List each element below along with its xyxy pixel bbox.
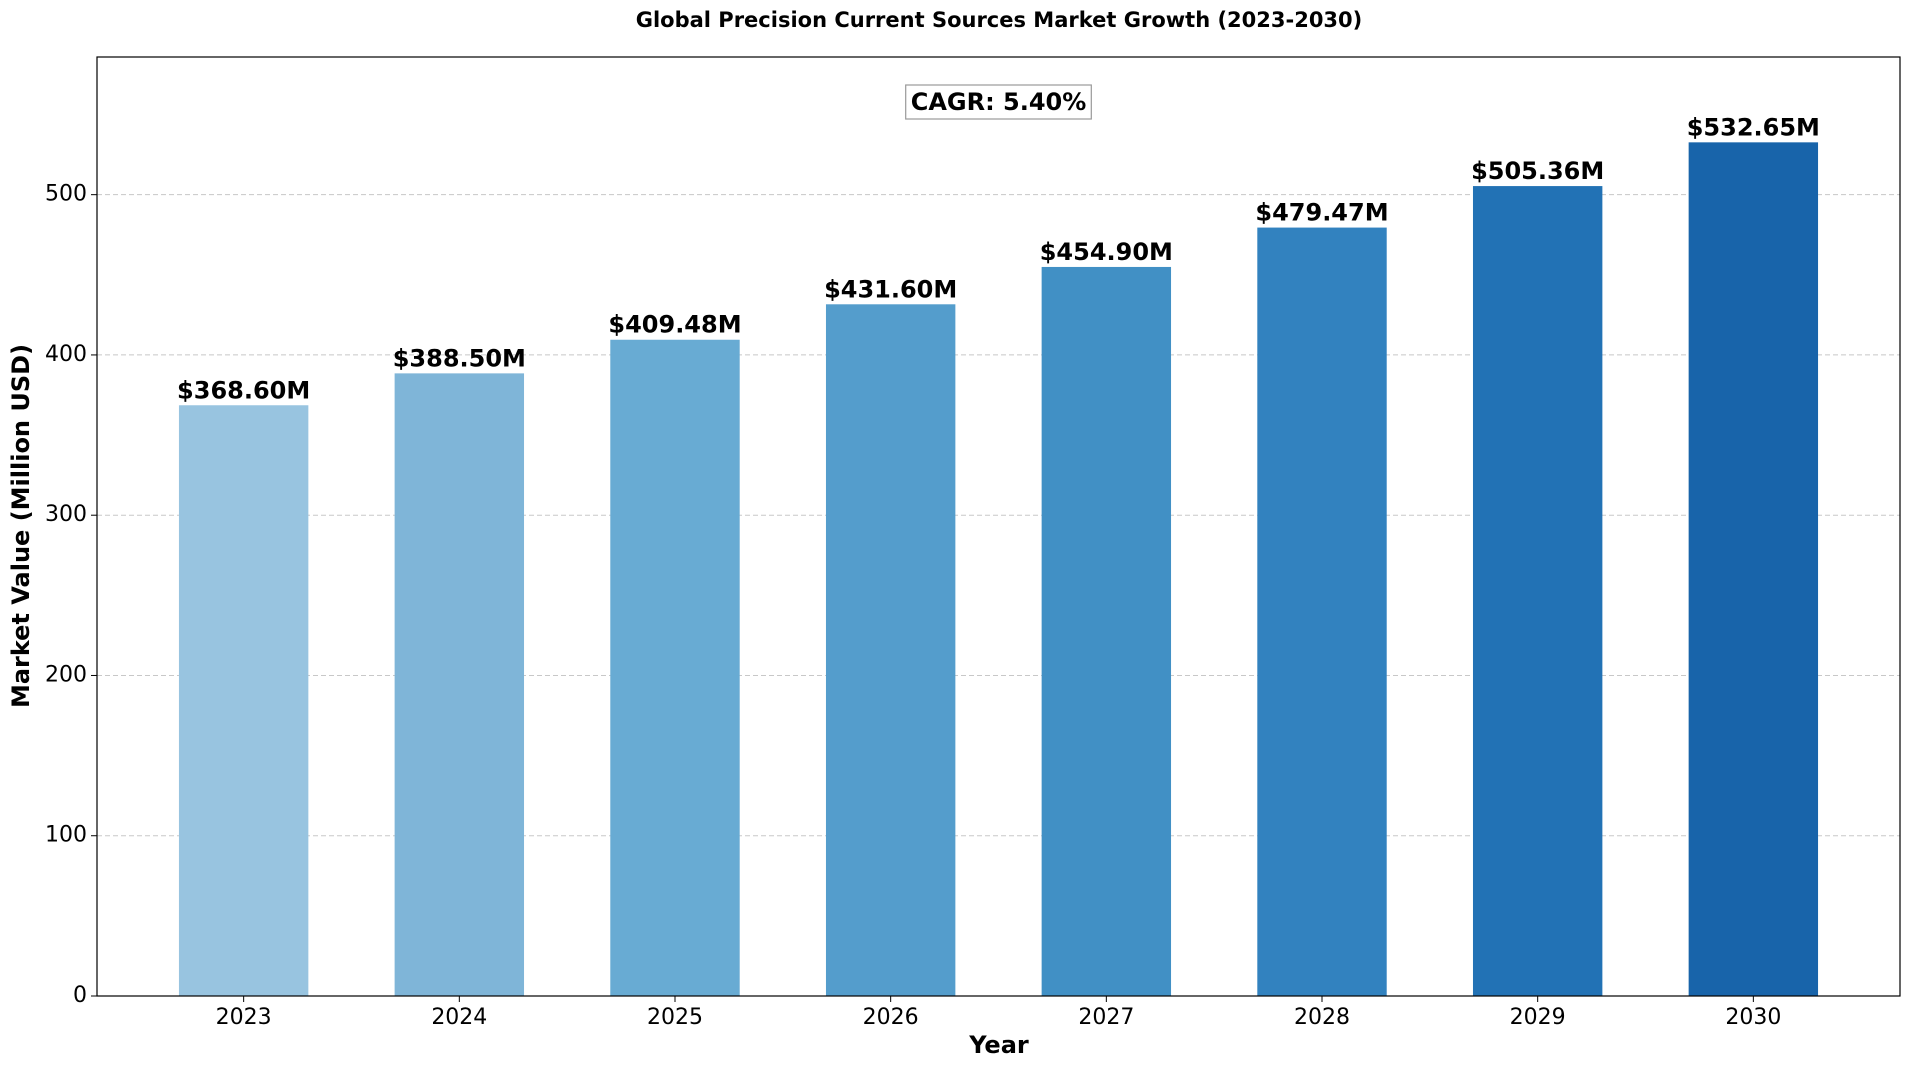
y-tick-label: 200 [45, 662, 87, 687]
bar [610, 339, 740, 997]
y-tick-label: 0 [73, 983, 87, 1008]
annotation: CAGR: 5.40% [911, 88, 1087, 116]
bar [394, 373, 525, 996]
x-tick-label: 2030 [1725, 1005, 1781, 1030]
value-label: $454.90M [1040, 238, 1173, 266]
y-tick-label: 400 [45, 342, 87, 367]
plot-frame [96, 56, 1901, 997]
value-label: $532.65M [1687, 113, 1820, 141]
x-tick-label: 2025 [647, 1005, 703, 1030]
x-tick-label: 2027 [1078, 1005, 1134, 1030]
y-tick-label: 300 [45, 502, 87, 527]
bar [825, 304, 956, 996]
value-label: $409.48M [608, 311, 741, 339]
x-tick-label: 2029 [1510, 1005, 1566, 1030]
bar [1257, 227, 1387, 996]
chart-title: Global Precision Current Sources Market … [636, 8, 1363, 32]
x-tick-label: 2028 [1294, 1005, 1350, 1030]
bar [1472, 186, 1603, 997]
bar [1688, 142, 1819, 996]
y-tick-label: 100 [45, 823, 87, 848]
x-tick-label: 2024 [431, 1005, 487, 1030]
value-label: $431.60M [824, 275, 957, 303]
x-tick-label: 2023 [216, 1005, 272, 1030]
bar [1041, 266, 1172, 996]
bar [178, 405, 309, 997]
x-tick-label: 2026 [863, 1005, 919, 1030]
value-label: $368.60M [177, 376, 310, 404]
annotation-box [905, 84, 1092, 120]
value-label: $388.50M [393, 344, 526, 372]
x-axis-label: Year [968, 1031, 1029, 1059]
value-label: $479.47M [1255, 199, 1388, 227]
y-axis-label: Market Value (Million USD) [7, 344, 35, 708]
value-label: $505.36M [1471, 157, 1604, 185]
y-tick-label: 500 [45, 182, 87, 207]
